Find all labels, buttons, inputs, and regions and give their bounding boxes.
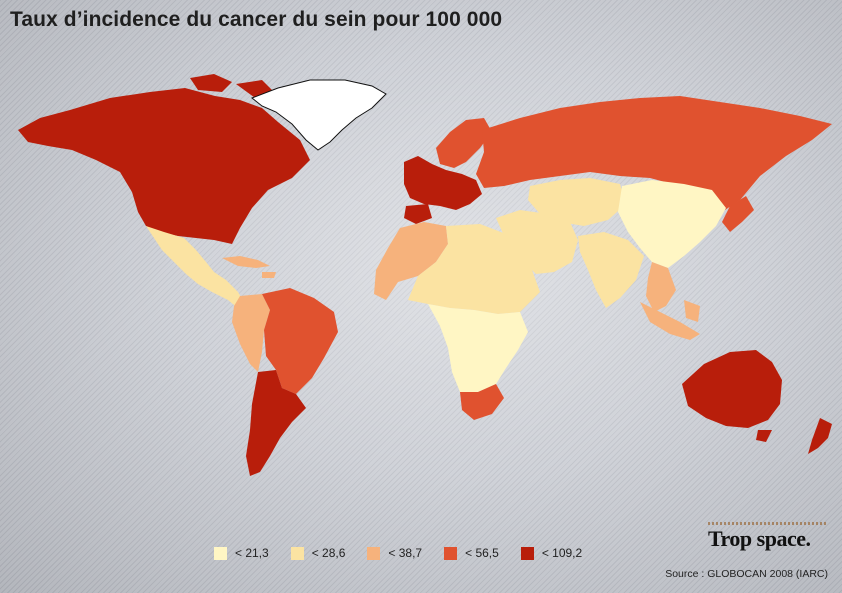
legend-label: < 21,3 [235, 546, 269, 560]
region-south-africa [460, 384, 504, 420]
legend: < 21,3 < 28,6 < 38,7 < 56,5 < 109,2 [214, 544, 604, 562]
region-greenland [251, 79, 387, 151]
region-sahara [408, 224, 540, 314]
region-caribbean [222, 256, 276, 278]
legend-label: < 56,5 [465, 546, 499, 560]
region-australia [682, 350, 782, 442]
region-north-america [18, 74, 310, 244]
legend-swatch [367, 546, 381, 560]
legend-item: < 21,3 [214, 546, 269, 560]
legend-swatch [214, 546, 227, 560]
brand-rule [708, 522, 826, 525]
legend-item: < 28,6 [290, 546, 346, 560]
region-central-asia [528, 178, 626, 226]
region-japan [722, 196, 754, 232]
legend-item: < 56,5 [444, 546, 499, 560]
brand-logo: Trop space. [708, 522, 830, 552]
region-subsaharan-africa [428, 304, 528, 392]
region-southeast-asia [640, 262, 700, 340]
region-china [618, 180, 726, 268]
brand-name: Trop space. [708, 526, 811, 551]
legend-item: < 38,7 [367, 546, 422, 560]
region-russia [476, 96, 832, 212]
legend-swatch [290, 546, 304, 560]
legend-swatch [520, 546, 534, 560]
region-southern-cone [246, 370, 306, 476]
region-western-europe [404, 156, 482, 224]
source-note: Source : GLOBOCAN 2008 (IARC) [665, 568, 828, 580]
region-scandinavia [436, 118, 492, 168]
legend-item: < 109,2 [520, 546, 583, 560]
region-mexico-central-america [146, 226, 246, 310]
region-brazil [262, 288, 338, 394]
region-south-asia [578, 232, 644, 308]
region-new-zealand [808, 418, 832, 454]
legend-label: < 38,7 [388, 546, 423, 560]
legend-label: < 28,6 [311, 546, 346, 560]
legend-swatch [444, 546, 458, 560]
map-title: Taux d’incidence du cancer du sein pour … [10, 8, 503, 31]
region-middle-east [496, 210, 578, 274]
region-andean-south-america [232, 294, 270, 372]
region-northwest-africa [374, 222, 448, 300]
legend-label: < 109,2 [541, 546, 583, 560]
